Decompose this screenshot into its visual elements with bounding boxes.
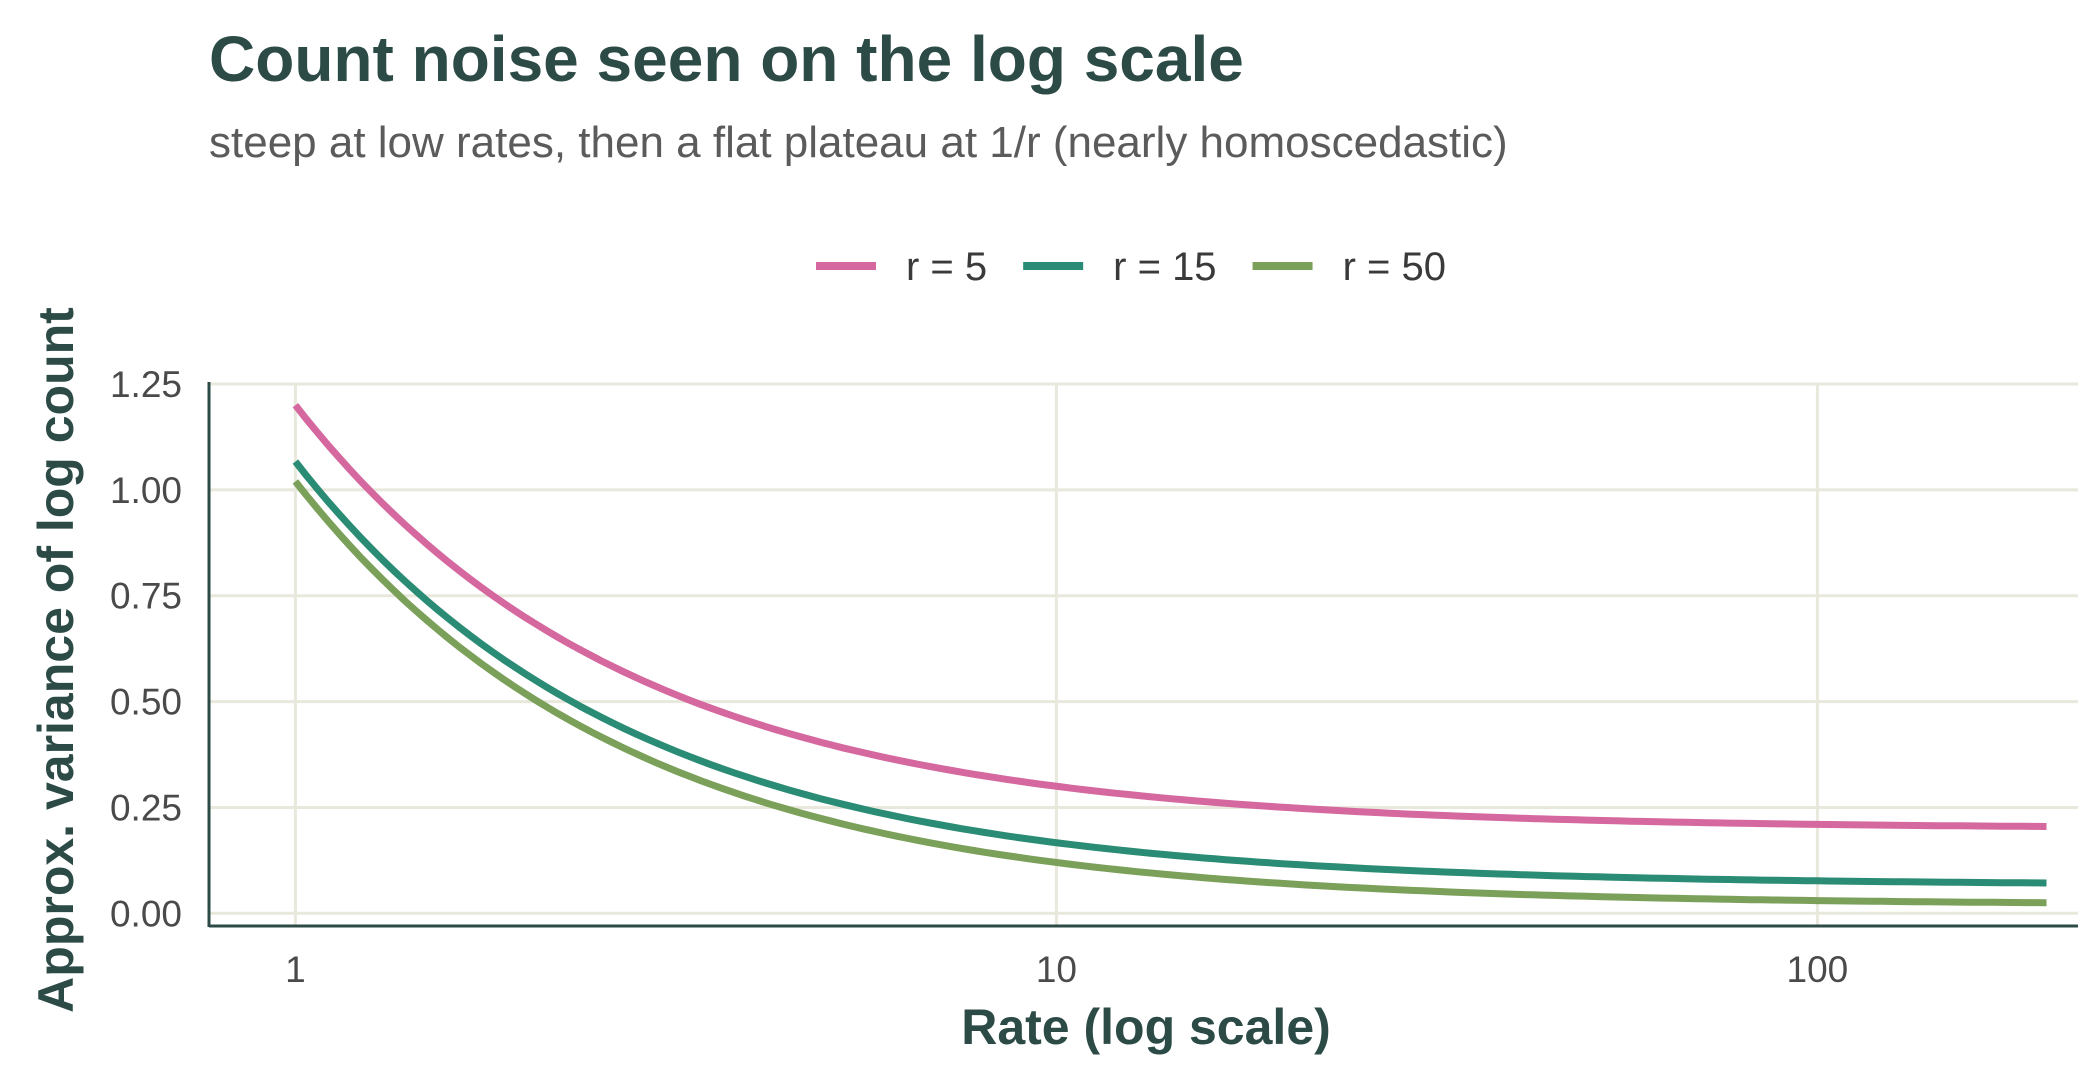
y-tick-label: 0.25 [110,787,182,828]
legend-item: r = 50 [1252,245,1446,289]
series-line-r-50 [292,479,2047,907]
y-tick-label: 0.50 [110,682,182,723]
grid [209,382,2078,926]
series-lines [292,403,2047,907]
axes: 0.00 0.25 0.50 0.75 1.00 1.25 1 10 100 [110,364,2078,990]
y-tick-label: 0.75 [110,576,182,617]
y-tick-label: 0.00 [110,893,182,934]
y-tick-label: 1.00 [110,470,182,511]
chart-subtitle: steep at low rates, then a flat plateau … [209,118,1508,167]
y-axis-title: Approx. variance of log count [28,307,84,1013]
legend-label: r = 50 [1343,245,1446,289]
series-line-r-5 [292,403,2047,830]
legend-label: r = 15 [1113,245,1216,289]
legend-label: r = 5 [906,245,987,289]
x-tick-label: 10 [1036,949,1077,990]
series-line-r-15 [292,459,2047,887]
x-tick-label: 100 [1787,949,1849,990]
chart-title: Count noise seen on the log scale [209,23,1244,95]
legend-item: r = 5 [816,245,987,289]
y-tick-label: 1.25 [110,364,182,405]
x-tick-label: 1 [285,949,306,990]
legend-item: r = 15 [1023,245,1217,289]
x-axis-title: Rate (log scale) [961,999,1331,1055]
legend: r = 5 r = 15 r = 50 [816,245,1446,289]
